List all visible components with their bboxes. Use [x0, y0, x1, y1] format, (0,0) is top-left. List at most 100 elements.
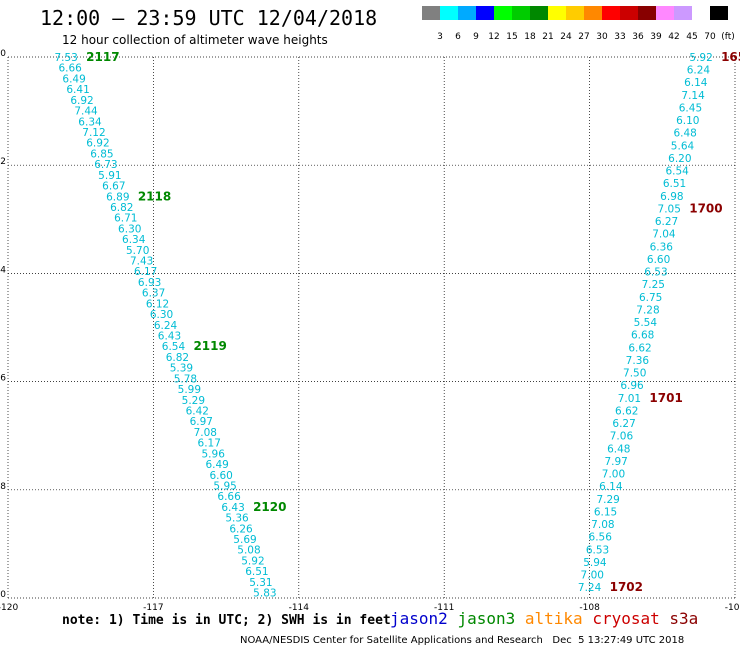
data-label: 6.49 — [62, 73, 85, 85]
chart-title: 12:00 – 23:59 UTC 12/04/2018 — [40, 6, 378, 30]
data-label: 7.05 — [658, 203, 681, 215]
data-label: 6.17 — [134, 266, 157, 278]
data-label: 7.50 — [623, 368, 646, 380]
scale-label: 18 — [524, 32, 536, 42]
satellite-legend: jason2 jason3 altika cryosat s3a — [390, 609, 698, 628]
data-label: 7.24 — [578, 582, 602, 594]
time-label: 1659 — [721, 50, 740, 64]
data-label: 7.08 — [591, 519, 614, 531]
data-label: 6.60 — [209, 470, 232, 482]
time-label: 2120 — [253, 500, 286, 514]
satellite-jason3: jason3 — [457, 609, 525, 628]
time-label: 2118 — [138, 189, 171, 203]
scale-swatch — [584, 6, 602, 20]
data-label: 6.48 — [673, 128, 696, 140]
x-tick-label: -117 — [143, 603, 163, 613]
data-label: 5.92 — [241, 555, 264, 567]
x-tick-label: -105 — [725, 603, 740, 613]
data-label: 6.41 — [66, 84, 89, 96]
data-label: 6.43 — [158, 331, 181, 343]
data-label: 5.96 — [202, 448, 226, 460]
data-label: 6.34 — [122, 234, 146, 246]
data-label: 6.51 — [663, 178, 686, 190]
data-label: 6.27 — [612, 418, 635, 430]
data-label: 5.70 — [126, 245, 149, 257]
data-label: 6.24 — [687, 65, 711, 77]
data-label: 6.43 — [221, 502, 244, 514]
scale-swatch — [638, 6, 656, 20]
data-label: 7.01 — [618, 393, 641, 405]
scale-swatch — [548, 6, 566, 20]
data-label: 5.29 — [182, 395, 205, 407]
data-label: 6.27 — [655, 216, 678, 228]
data-label: 6.68 — [631, 330, 654, 342]
data-label: 5.95 — [213, 480, 236, 492]
scale-label: 27 — [578, 32, 590, 42]
data-label: 6.17 — [198, 438, 221, 450]
scale-label: 42 — [668, 32, 680, 42]
scale-swatch — [476, 6, 494, 20]
y-tick-label: -12 — [0, 157, 6, 167]
time-label: 1700 — [689, 201, 722, 215]
scale-label: 30 — [596, 32, 608, 42]
data-label: 7.04 — [652, 229, 676, 241]
x-tick-label: -114 — [289, 603, 310, 613]
scale-swatch — [530, 6, 548, 20]
data-label: 6.42 — [186, 405, 209, 417]
data-label: 6.53 — [586, 544, 609, 556]
data-label: 6.26 — [229, 523, 253, 535]
scale-label: 21 — [542, 32, 554, 42]
data-label: 7.53 — [54, 52, 77, 64]
data-label: 6.30 — [118, 223, 141, 235]
data-label: 6.20 — [668, 153, 691, 165]
data-label: 6.98 — [660, 191, 683, 203]
scale-swatch — [656, 6, 674, 20]
data-label: 7.06 — [610, 431, 634, 443]
scale-label: 70 — [704, 32, 716, 42]
data-label: 6.89 — [106, 191, 129, 203]
data-label: 6.34 — [78, 116, 102, 128]
scale-swatch — [494, 6, 512, 20]
data-label: 7.28 — [636, 304, 659, 316]
data-label: 5.31 — [249, 577, 272, 589]
scale-label: 36 — [632, 32, 644, 42]
data-label: 6.14 — [599, 481, 623, 493]
data-label: 6.48 — [607, 443, 630, 455]
data-label: 7.14 — [681, 90, 705, 102]
data-label: 5.36 — [225, 513, 249, 525]
data-label: 6.73 — [94, 159, 117, 171]
scale-swatch — [602, 6, 620, 20]
data-label: 6.92 — [86, 138, 109, 150]
scale-label: 33 — [614, 32, 626, 42]
x-tick-label: -111 — [434, 603, 454, 613]
data-label: 6.93 — [138, 277, 161, 289]
time-label: 1701 — [649, 391, 682, 405]
data-label: 6.36 — [650, 241, 674, 253]
data-label: 5.39 — [170, 363, 193, 375]
scale-swatch — [440, 6, 458, 20]
scale-label: 3 — [437, 32, 443, 42]
scale-label: 45 — [686, 32, 698, 42]
data-label: 5.78 — [174, 373, 197, 385]
data-label: 6.85 — [90, 148, 113, 160]
color-scale-labels: 3 6 9 12 15 18 21 24 27 30 33 36 39 42 45 70 (ft) — [422, 24, 737, 43]
satellite-cryosat: cryosat — [592, 609, 670, 628]
data-label: 7.97 — [604, 456, 627, 468]
scale-label: 12 — [488, 32, 500, 42]
data-label: 6.49 — [205, 459, 228, 471]
scale-swatch — [458, 6, 476, 20]
data-label: 6.15 — [594, 506, 617, 518]
scale-label: 39 — [650, 32, 662, 42]
scale-label: 15 — [506, 32, 518, 42]
data-label: 6.54 — [162, 341, 186, 353]
data-label: 5.92 — [689, 52, 712, 64]
time-label: 2117 — [86, 50, 119, 64]
data-label: 6.24 — [154, 320, 178, 332]
scale-swatch — [512, 6, 530, 20]
data-label: 6.75 — [639, 292, 662, 304]
data-label: 6.12 — [146, 298, 169, 310]
note-text: note: 1) Time is in UTC; 2) SWH is in fe… — [62, 613, 391, 628]
data-label: 7.12 — [82, 127, 105, 139]
data-label: 6.60 — [647, 254, 670, 266]
